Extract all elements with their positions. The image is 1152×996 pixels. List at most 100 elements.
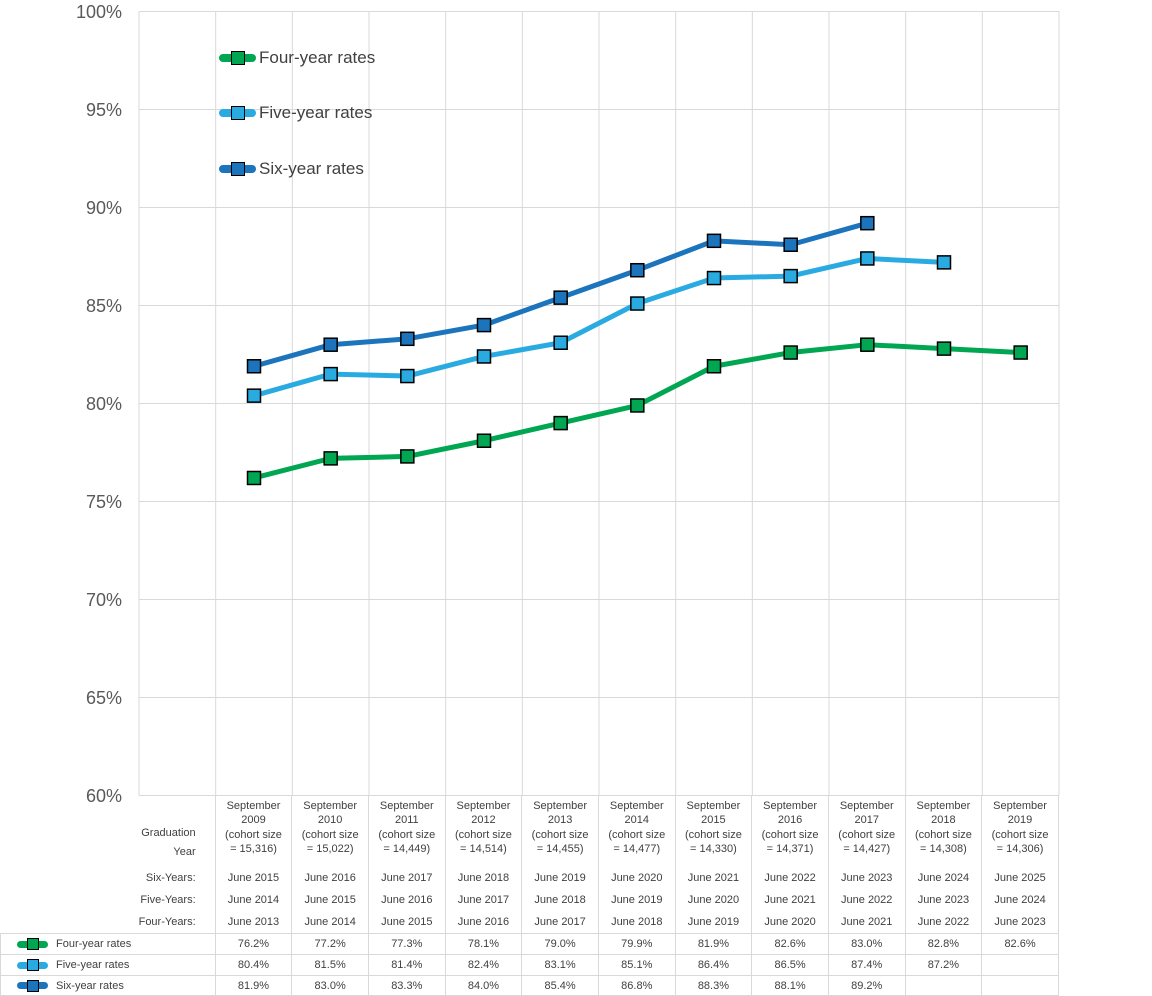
rate-value-cell: 77.2% <box>292 933 369 954</box>
value-cell: June 2015 <box>369 911 446 933</box>
chart-legend: Four-year rates Five-year rates Six-year r… <box>219 30 375 197</box>
y-axis-label: 70% <box>85 589 122 610</box>
value-cell: June 2020 <box>599 867 676 889</box>
rate-value-cell: 85.4% <box>522 975 599 996</box>
key-marker-icon <box>230 50 245 65</box>
y-axis-label: 65% <box>85 687 122 708</box>
column-header: September 2017 (cohort size = 14,427) <box>829 796 906 867</box>
series-key-icon <box>17 958 48 972</box>
rate-value-cell: 83.1% <box>522 954 599 975</box>
data-point-marker-four-year-rates <box>630 398 645 413</box>
key-marker-icon <box>230 161 245 176</box>
data-point-marker-four-year-rates <box>1013 345 1028 360</box>
value-cell: June 2022 <box>906 911 983 933</box>
row-label: Six-Years: <box>0 867 216 889</box>
legend-item: Four-year rates <box>219 30 375 86</box>
data-point-marker-four-year-rates <box>783 345 798 360</box>
data-point-marker-five-year-rates <box>936 255 952 270</box>
key-marker-icon <box>230 106 245 121</box>
value-cell: June 2014 <box>216 889 293 911</box>
rate-value-cell <box>982 975 1059 996</box>
data-point-marker-five-year-rates <box>476 349 492 364</box>
column-header: September 2015 (cohort size = 14,330) <box>676 796 753 867</box>
value-cell: June 2020 <box>676 889 753 911</box>
rate-row-label: Four-year rates <box>0 933 216 954</box>
rate-value-cell: 88.1% <box>752 975 829 996</box>
value-cell: June 2018 <box>522 889 599 911</box>
value-cell: June 2018 <box>599 911 676 933</box>
data-point-marker-four-year-rates <box>553 415 568 431</box>
value-cell: June 2015 <box>216 867 293 889</box>
y-axis-label: 95% <box>85 99 122 120</box>
rate-value-cell: 79.9% <box>598 933 676 954</box>
value-cell: June 2024 <box>982 889 1059 911</box>
rate-value-cell: 82.8% <box>905 933 983 954</box>
series-line-five-year-rates <box>251 255 947 399</box>
data-point-marker-four-year-rates <box>323 451 338 466</box>
rate-value-cell: 83.0% <box>828 933 906 954</box>
value-cell: June 2023 <box>829 867 906 889</box>
rate-value-cell: 78.1% <box>445 933 523 954</box>
rate-row-label-text: Four-year rates <box>56 938 132 950</box>
series-key-icon <box>219 105 256 121</box>
series-key-icon <box>17 937 48 951</box>
column-header: September 2019 (cohort size = 14,306) <box>982 796 1059 867</box>
data-point-marker-six-year-rates <box>246 359 262 374</box>
key-marker-icon <box>26 959 39 971</box>
key-marker-icon <box>26 938 39 950</box>
value-cell: June 2020 <box>752 911 829 933</box>
data-point-marker-four-year-rates <box>706 359 722 374</box>
rate-row-label-text: Six-year rates <box>56 979 124 992</box>
data-point-marker-four-year-rates <box>246 470 262 486</box>
rate-value-cell <box>905 975 983 996</box>
data-point-marker-four-year-rates <box>860 337 875 352</box>
value-cell: June 2017 <box>369 867 446 889</box>
rate-value-cell: 76.2% <box>215 933 293 954</box>
column-header: September 2014 (cohort size = 14,477) <box>599 796 676 867</box>
column-header: September 2016 (cohort size = 14,371) <box>752 796 829 867</box>
data-point-marker-five-year-rates <box>246 388 262 403</box>
data-point-marker-four-year-rates <box>476 433 492 448</box>
rate-value-cell: 87.2% <box>905 954 983 975</box>
rate-value-cell: 84.0% <box>445 975 523 996</box>
series-key-icon <box>219 50 256 66</box>
data-point-marker-five-year-rates <box>860 251 875 266</box>
value-cell: June 2015 <box>292 889 369 911</box>
rate-value-cell: 86.5% <box>752 954 829 975</box>
rate-value-cell: 81.9% <box>675 933 753 954</box>
value-cell: June 2021 <box>752 889 829 911</box>
y-axis-label: 100% <box>75 1 122 22</box>
series-key-icon <box>17 979 48 993</box>
row-label: Five-Years: <box>0 889 216 911</box>
rate-value-cell: 83.3% <box>368 975 446 996</box>
rate-value-cell: 85.1% <box>598 954 676 975</box>
value-cell: June 2014 <box>292 911 369 933</box>
rate-value-cell: 83.0% <box>292 975 369 996</box>
legend-label: Five-year rates <box>259 103 373 123</box>
data-point-marker-four-year-rates <box>400 449 415 464</box>
value-cell: June 2023 <box>982 911 1059 933</box>
y-axis-label: 85% <box>85 295 122 316</box>
data-point-marker-five-year-rates <box>783 268 798 284</box>
column-header: September 2012 (cohort size = 14,514) <box>446 796 523 867</box>
value-cell: June 2019 <box>522 867 599 889</box>
value-cell: June 2025 <box>982 867 1059 889</box>
rate-value-cell: 86.8% <box>598 975 676 996</box>
key-marker-icon <box>26 979 39 992</box>
series-key-icon <box>219 161 256 177</box>
rate-row-label-text: Five-year rates <box>56 959 130 971</box>
rate-value-cell: 89.2% <box>828 975 906 996</box>
data-point-marker-five-year-rates <box>706 270 722 286</box>
data-point-marker-six-year-rates <box>706 233 722 249</box>
rate-value-cell: 80.4% <box>215 954 293 975</box>
rate-value-cell: 88.3% <box>675 975 753 996</box>
corner-label: Graduation Year <box>0 796 216 867</box>
line-chart-plot <box>138 11 1060 796</box>
value-cell: June 2016 <box>369 889 446 911</box>
rate-value-cell: 82.6% <box>982 933 1059 954</box>
rate-value-cell: 86.4% <box>675 954 753 975</box>
y-axis-label: 80% <box>85 393 122 414</box>
value-cell: June 2019 <box>676 911 753 933</box>
data-point-marker-six-year-rates <box>630 262 645 278</box>
data-point-marker-five-year-rates <box>630 296 645 311</box>
